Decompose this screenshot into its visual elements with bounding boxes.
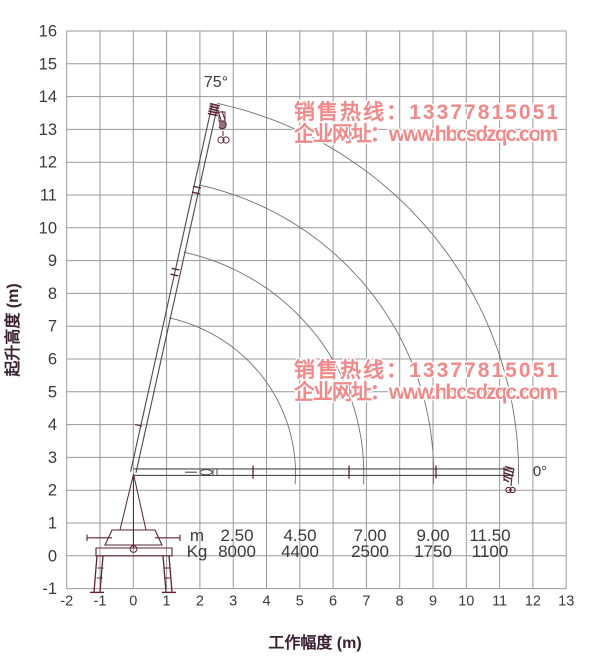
svg-text:1100: 1100: [472, 542, 509, 561]
svg-text:销售热线：13377815051: 销售热线：13377815051: [294, 100, 558, 124]
svg-text:75°: 75°: [204, 74, 228, 91]
svg-text:-2: -2: [60, 594, 73, 610]
svg-text:10: 10: [39, 219, 57, 237]
svg-text:11: 11: [40, 187, 57, 205]
svg-text:1: 1: [48, 515, 57, 533]
svg-text:-1: -1: [42, 580, 57, 598]
svg-text:起升高度 (m): 起升高度 (m): [3, 283, 22, 377]
svg-text:6: 6: [48, 351, 57, 369]
svg-text:企业网址：www.hbcsdzqc.com: 企业网址：www.hbcsdzqc.com: [293, 380, 558, 404]
svg-text:4: 4: [262, 594, 270, 610]
svg-text:2500: 2500: [351, 542, 389, 561]
svg-text:4: 4: [48, 416, 57, 434]
svg-text:10: 10: [458, 594, 474, 610]
svg-text:5: 5: [296, 594, 304, 610]
svg-text:2: 2: [48, 482, 57, 500]
svg-text:企业网址：www.hbcsdzqc.com: 企业网址：www.hbcsdzqc.com: [293, 122, 558, 146]
svg-text:16: 16: [39, 23, 57, 41]
svg-text:8: 8: [396, 594, 404, 610]
svg-text:13: 13: [558, 594, 574, 610]
svg-text:3: 3: [229, 594, 237, 610]
svg-text:Kg: Kg: [187, 542, 208, 561]
svg-text:工作幅度 (m): 工作幅度 (m): [268, 633, 361, 652]
svg-text:13: 13: [39, 121, 57, 139]
svg-text:7: 7: [48, 318, 57, 336]
svg-text:1750: 1750: [414, 542, 452, 561]
svg-text:0: 0: [48, 547, 57, 565]
svg-text:2: 2: [196, 594, 204, 610]
svg-text:6: 6: [329, 594, 337, 610]
svg-text:14: 14: [39, 88, 57, 106]
svg-text:9: 9: [429, 594, 437, 610]
svg-text:5: 5: [48, 383, 57, 401]
svg-text:12: 12: [525, 594, 541, 610]
svg-text:-1: -1: [94, 594, 107, 610]
svg-text:0: 0: [129, 594, 137, 610]
svg-text:7: 7: [362, 594, 370, 610]
svg-text:4400: 4400: [281, 542, 319, 561]
svg-text:12: 12: [39, 154, 57, 172]
svg-text:销售热线：13377815051: 销售热线：13377815051: [294, 358, 558, 382]
svg-text:9: 9: [48, 252, 57, 270]
svg-text:0°: 0°: [533, 463, 547, 480]
svg-text:3: 3: [48, 449, 57, 467]
svg-text:8000: 8000: [218, 542, 256, 561]
svg-text:1: 1: [163, 594, 171, 610]
svg-text:15: 15: [39, 55, 57, 73]
svg-text:8: 8: [48, 285, 57, 303]
svg-text:11: 11: [492, 594, 507, 610]
